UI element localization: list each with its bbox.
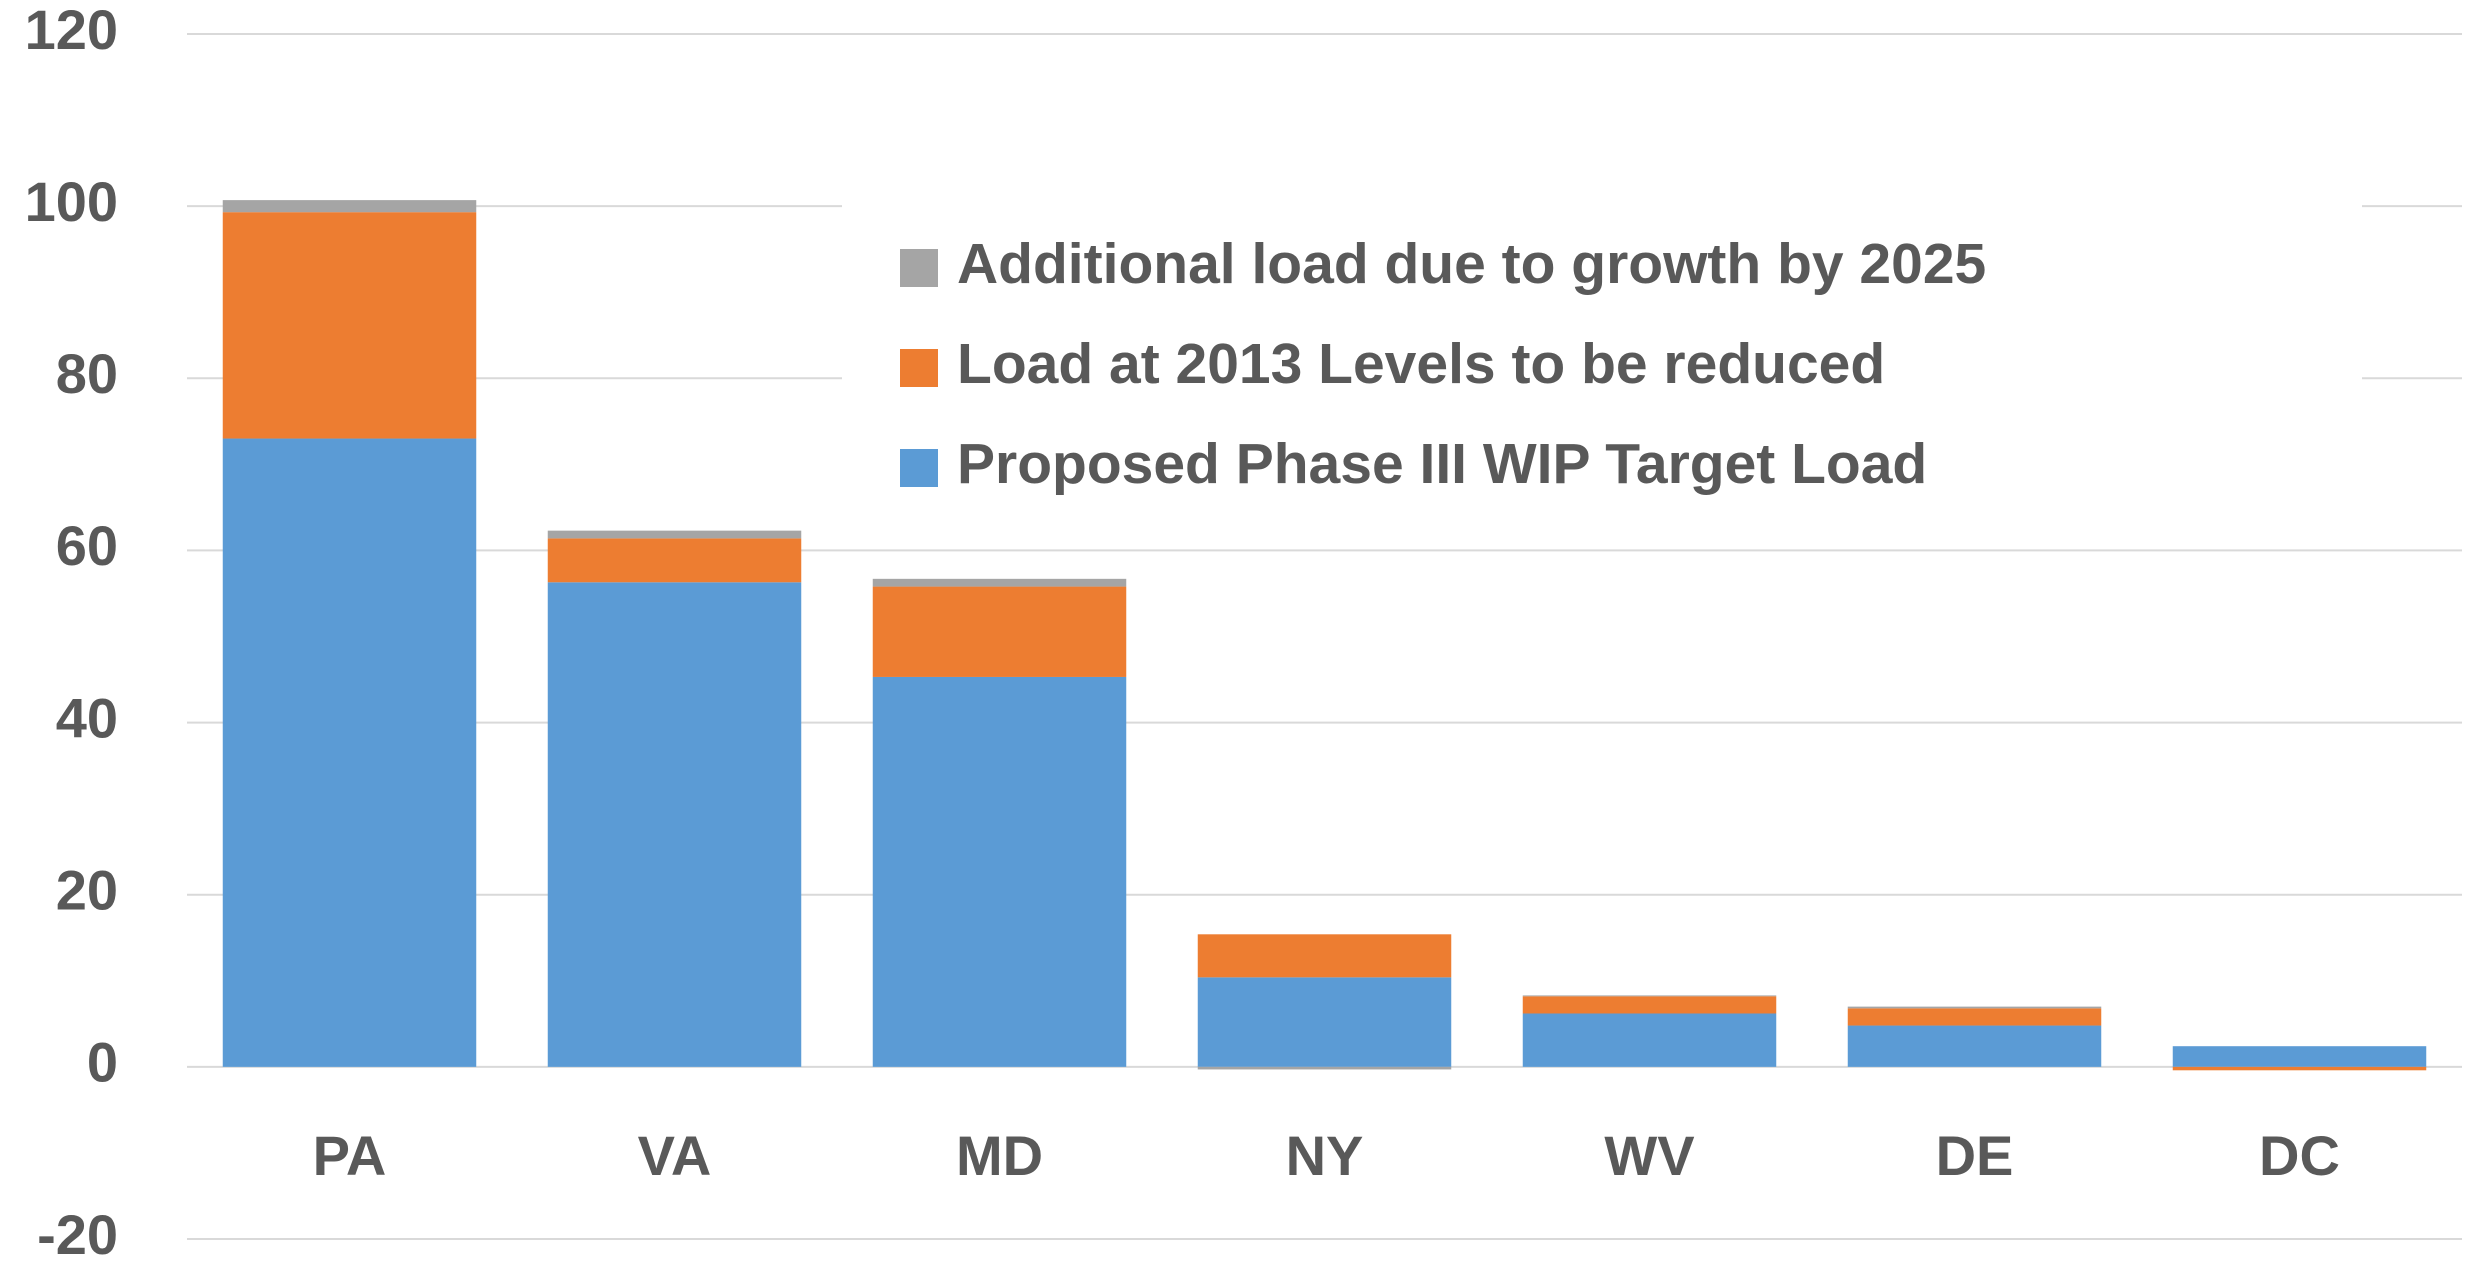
y-tick-label: 0 (87, 1031, 118, 1094)
y-tick-label: -20 (37, 1203, 118, 1265)
legend-swatch (900, 449, 938, 487)
bar-segment (547, 538, 802, 583)
bar-segment (1847, 1025, 2102, 1067)
bar-segment (1522, 1013, 1777, 1067)
bar-segment (222, 212, 477, 439)
bar-segment (872, 586, 1127, 677)
x-tick-label: WV (1604, 1124, 1694, 1187)
y-tick-label: 100 (25, 170, 118, 233)
x-tick-label: NY (1286, 1124, 1364, 1187)
bar-segment (2172, 1066, 2427, 1071)
x-tick-label: DC (2259, 1124, 2340, 1187)
legend-label: Load at 2013 Levels to be reduced (957, 332, 1885, 396)
bar-segment (872, 578, 1127, 587)
bar-segment (1197, 977, 1452, 1067)
bar-segment (1197, 934, 1452, 978)
bar-segment (2172, 1046, 2427, 1067)
bar-segment (1847, 1008, 2102, 1026)
bar-segment (547, 530, 802, 539)
bar-segment (1197, 1066, 1452, 1070)
legend-swatch (900, 349, 938, 387)
bar-segment (222, 200, 477, 213)
x-tick-label: VA (638, 1124, 712, 1187)
bar-segment (1847, 1006, 2102, 1009)
x-tick-label: MD (956, 1124, 1043, 1187)
legend-label: Additional load due to growth by 2025 (957, 232, 1986, 296)
x-tick-label: DE (1936, 1124, 2014, 1187)
bar-segment (1522, 995, 1777, 997)
y-tick-label: 80 (56, 342, 118, 405)
x-tick-label: PA (313, 1124, 387, 1187)
y-tick-label: 20 (56, 859, 118, 922)
bar-segment (872, 676, 1127, 1067)
bar-segment (1522, 996, 1777, 1014)
y-tick-label: 120 (25, 0, 118, 61)
legend-label: Proposed Phase III WIP Target Load (957, 432, 1927, 496)
y-tick-label: 60 (56, 514, 118, 577)
legend-background (842, 190, 2362, 520)
legend-swatch (900, 249, 938, 287)
y-tick-label: 40 (56, 686, 118, 749)
bar-segment (222, 438, 477, 1067)
bar-segment (547, 582, 802, 1067)
